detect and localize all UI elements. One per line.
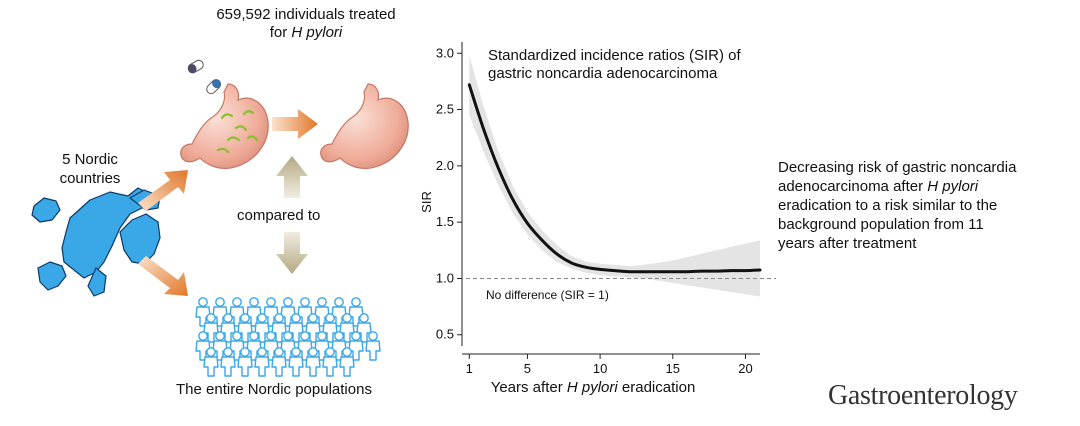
x-tick-label: 1 — [466, 361, 473, 376]
chart-title-line2: gastric noncardia adenocarcinoma — [488, 65, 718, 82]
summary-line: background population from 11 — [778, 216, 984, 233]
countries-label: 5 Nordic countries — [59, 151, 121, 187]
summary-line: adenocarcinoma after H pylori — [778, 178, 979, 195]
arrow-up-to-stomach — [138, 170, 188, 211]
treated-count-text: 659,592 individuals treated for H pylori — [216, 6, 396, 41]
summary-text: Decreasing risk of gastric noncardia ade… — [778, 158, 1016, 253]
y-tick-label: 2.5 — [436, 102, 454, 117]
population-crowd-icon — [195, 297, 381, 377]
x-tick-label: 5 — [524, 361, 531, 376]
arrow-up-comparison — [276, 156, 308, 198]
y-tick-label: 1.5 — [436, 214, 454, 229]
left-illustration — [31, 59, 409, 377]
journal-logo: Gastroenterology — [828, 380, 1018, 411]
reference-label: No difference (SIR = 1) — [486, 288, 609, 302]
arrow-down-comparison — [276, 232, 308, 274]
populations-caption: The entire Nordic populations — [176, 381, 372, 398]
x-tick-label: 15 — [666, 361, 680, 376]
summary-line: years after treatment — [778, 235, 917, 252]
healthy-stomach-icon — [320, 83, 409, 170]
sir-chart: 0.51.01.52.02.53.01 5 10 15 20 Standardized … — [419, 42, 776, 396]
y-tick-label: 3.0 — [436, 45, 454, 60]
y-axis-label: SIR — [419, 191, 434, 213]
x-tick-label: 20 — [738, 361, 752, 376]
x-axis-label: Years after H pylori eradication — [491, 379, 696, 396]
pills-icon — [187, 59, 222, 95]
y-tick-label: 1.0 — [436, 270, 454, 285]
infected-stomach-icon — [180, 83, 269, 170]
y-tick-label: 2.0 — [436, 158, 454, 173]
chart-title-line1: Standardized incidence ratios (SIR) of — [488, 47, 741, 64]
confidence-band — [469, 55, 760, 297]
arrow-to-healthy-stomach — [272, 109, 318, 139]
arrow-down-to-populations — [138, 256, 188, 296]
x-tick-label: 10 — [593, 361, 607, 376]
y-tick-label: 0.5 — [436, 327, 454, 342]
summary-line: eradication to a risk similar to the — [778, 197, 998, 214]
sir-line — [467, 83, 762, 274]
summary-line: Decreasing risk of gastric noncardia — [778, 159, 1017, 176]
compared-to-label: compared to — [237, 207, 321, 224]
